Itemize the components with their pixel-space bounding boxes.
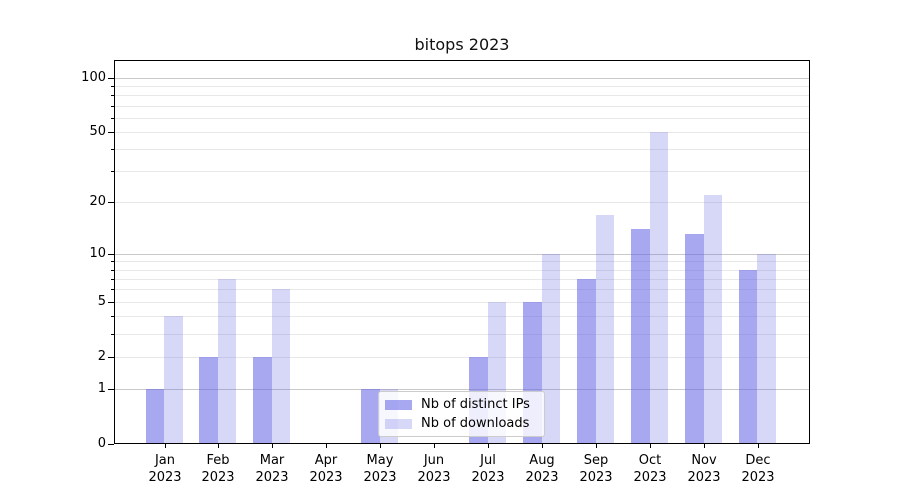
gridline-minor — [115, 302, 809, 303]
y-tick — [108, 357, 114, 358]
bar-distinct-ips — [361, 388, 380, 443]
gridline-minor — [115, 132, 809, 133]
y-minor-tick — [110, 95, 114, 96]
gridline-minor — [115, 171, 809, 172]
bar-downloads — [703, 195, 722, 443]
bar-downloads — [217, 278, 237, 443]
x-tick-label: Dec 2023 — [741, 453, 775, 485]
x-tick-label: May 2023 — [363, 453, 397, 485]
x-tick-label: Apr 2023 — [309, 453, 343, 485]
y-minor-tick — [110, 289, 114, 290]
x-tick-label: Oct 2023 — [633, 453, 667, 485]
y-minor-tick — [110, 149, 114, 150]
legend-swatch-downloads — [385, 418, 412, 429]
x-tick-label: Jun 2023 — [417, 453, 451, 485]
y-minor-tick — [110, 316, 114, 317]
gridline-minor — [115, 95, 809, 96]
y-minor-tick — [110, 171, 114, 172]
x-tick — [218, 444, 219, 448]
legend-label-downloads: Nb of downloads — [421, 416, 530, 431]
x-tick — [326, 444, 327, 448]
gridline-major — [115, 254, 809, 255]
bar-downloads — [649, 131, 669, 443]
x-tick-label: Feb 2023 — [201, 453, 235, 485]
legend-swatch-distinct-ips — [385, 399, 412, 410]
legend: Nb of distinct IPs Nb of downloads — [378, 391, 545, 437]
x-tick — [758, 444, 759, 448]
x-tick — [542, 444, 543, 448]
gridline-minor — [115, 106, 809, 107]
x-tick-label: Sep 2023 — [579, 453, 613, 485]
x-tick — [380, 444, 381, 448]
bar-downloads — [595, 214, 615, 443]
gridline-minor — [115, 149, 809, 150]
bar-downloads — [164, 316, 183, 443]
y-minor-tick — [110, 118, 114, 119]
gridline-minor — [115, 279, 809, 280]
y-tick — [108, 132, 114, 133]
x-tick-label: Jul 2023 — [471, 453, 505, 485]
legend-item-distinct-ips: Nb of distinct IPs — [385, 397, 538, 412]
gridline-minor — [115, 118, 809, 119]
y-tick-label: 0 — [97, 436, 106, 451]
bar-downloads — [271, 289, 291, 443]
y-tick-label: 100 — [81, 70, 106, 85]
bar-distinct-ips — [145, 388, 164, 443]
x-tick-label: Nov 2023 — [687, 453, 721, 485]
bar-distinct-ips — [685, 234, 704, 443]
x-tick — [488, 444, 489, 448]
x-tick-label: Mar 2023 — [255, 453, 289, 485]
y-minor-tick — [110, 86, 114, 87]
gridline-major — [115, 78, 809, 79]
x-tick — [650, 444, 651, 448]
bar-distinct-ips — [738, 269, 758, 443]
y-minor-tick — [110, 270, 114, 271]
bar-distinct-ips — [199, 356, 218, 443]
x-tick-label: Aug 2023 — [525, 453, 559, 485]
legend-item-downloads: Nb of downloads — [385, 416, 538, 431]
gridline-minor — [115, 202, 809, 203]
gridline-major — [115, 389, 809, 390]
y-minor-tick — [110, 106, 114, 107]
x-tick — [165, 444, 166, 448]
y-tick-label: 50 — [89, 124, 106, 139]
y-minor-tick — [110, 279, 114, 280]
x-tick — [434, 444, 435, 448]
x-tick — [596, 444, 597, 448]
y-tick — [108, 78, 114, 79]
gridline-minor — [115, 334, 809, 335]
x-tick — [272, 444, 273, 448]
x-tick-label: Jan 2023 — [148, 453, 182, 485]
chart-title: bitops 2023 — [414, 35, 510, 54]
legend-label-distinct-ips: Nb of distinct IPs — [421, 397, 530, 412]
y-tick — [108, 254, 114, 255]
y-tick — [108, 202, 114, 203]
gridline-minor — [115, 86, 809, 87]
bar-distinct-ips — [253, 356, 272, 443]
gridline-minor — [115, 357, 809, 358]
bar-downloads — [541, 253, 561, 443]
y-tick-label: 20 — [89, 194, 106, 209]
y-tick-label: 1 — [97, 381, 106, 396]
x-tick — [704, 444, 705, 448]
bar-distinct-ips — [577, 278, 596, 443]
gridline-minor — [115, 289, 809, 290]
bar-distinct-ips — [631, 228, 650, 443]
y-tick — [108, 444, 114, 445]
y-tick-label: 10 — [89, 246, 106, 261]
gridline-minor — [115, 261, 809, 262]
bar-downloads — [757, 253, 776, 443]
y-tick — [108, 302, 114, 303]
y-minor-tick — [110, 334, 114, 335]
gridline-minor — [115, 270, 809, 271]
y-tick — [108, 389, 114, 390]
y-tick-label: 5 — [97, 294, 106, 309]
y-tick-label: 2 — [97, 349, 106, 364]
y-minor-tick — [110, 261, 114, 262]
gridline-minor — [115, 316, 809, 317]
